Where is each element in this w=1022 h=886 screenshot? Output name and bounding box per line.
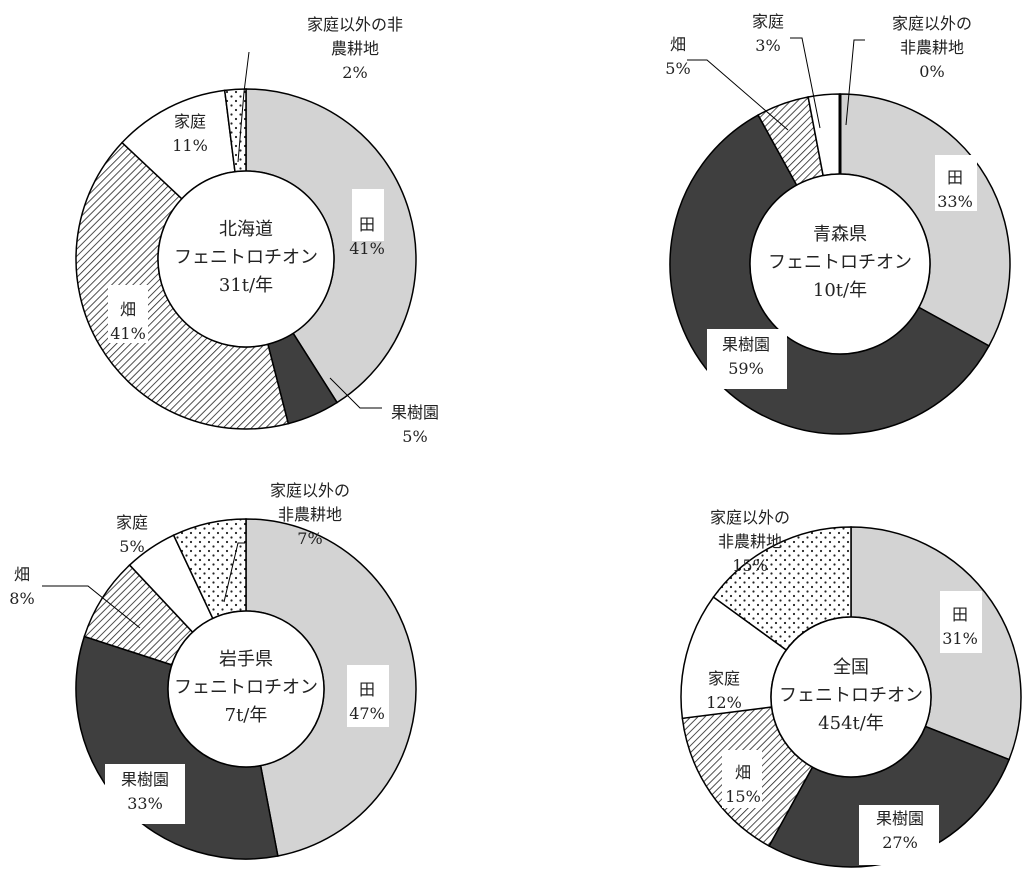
slice-label-line: 2% xyxy=(342,63,367,82)
slice-label-line: 果樹園 xyxy=(391,403,439,422)
slice-label: 畑 8% xyxy=(9,565,34,608)
slice-label-line: 8% xyxy=(9,589,34,608)
slice-label-line: 0% xyxy=(919,62,944,81)
slice-label-line: 家庭以外の非 xyxy=(307,15,403,34)
slice-label: 家庭 3% xyxy=(752,12,784,55)
slice-label-line: 15% xyxy=(732,556,768,575)
slice-label-line: 5% xyxy=(402,427,427,446)
slice-label-line: 59% xyxy=(728,359,764,378)
slice-label-line: 農耕地 xyxy=(331,39,379,58)
slice-label-line: 11% xyxy=(172,136,208,155)
center-label-line: フェニトロチオン xyxy=(174,247,318,268)
slice-label-line: 田 xyxy=(359,680,375,699)
slice-label-line: 12% xyxy=(706,693,742,712)
donut-chart-4: 全国フェニトロチオン 454t/年 田 31% 果樹園 27% 畑 15% 家庭 12% 家庭以外の… xyxy=(681,508,1021,867)
slice-label-line: 家庭 xyxy=(116,513,148,532)
slice-label-line: 非農耕地 xyxy=(900,38,964,57)
slice-label-line: 果樹園 xyxy=(121,770,169,789)
slice-label-line: 41% xyxy=(110,324,146,343)
center-label-line: フェニトロチオン xyxy=(779,685,923,706)
center-label-line: 全国 xyxy=(833,657,869,678)
slice-label-line: 5% xyxy=(119,537,144,556)
slice-label-line: 田 xyxy=(947,168,963,187)
slice-label-line: 5% xyxy=(665,59,690,78)
slice-label-line: 41% xyxy=(349,239,385,258)
charts-layer: 北海道フェニトロチオン 31t/年田 41%果樹園 5%畑 41%家庭 11%家庭以外の非… xyxy=(9,12,1021,867)
slice-label-line: 31% xyxy=(942,629,978,648)
slice-label-line: 家庭 xyxy=(708,669,740,688)
slice-label-line: 3% xyxy=(755,36,780,55)
slice-label-line: 15% xyxy=(725,787,761,806)
slice-label-line: 田 xyxy=(359,215,375,234)
center-label-line: 31t/年 xyxy=(219,275,273,296)
slice-label-line: 畑 xyxy=(120,300,136,319)
donut-chart-3: 岩手県フェニトロチオン 7t/年 田 47% 果樹園 33% 畑 8% 家庭 5% 家庭以外の非農耕… xyxy=(9,481,416,859)
center-label-line: 7t/年 xyxy=(225,705,268,726)
slice-label: 家庭以外の非農耕地 0% xyxy=(892,14,972,81)
slice-label-line: 家庭以外の xyxy=(270,481,350,500)
center-label-line: 岩手県 xyxy=(219,649,273,670)
slice-label-line: 家庭 xyxy=(174,112,206,131)
slice-label-line: 畑 xyxy=(735,763,751,782)
slice-label: 家庭以外の非農耕地 2% xyxy=(307,15,403,82)
slice-label-line: 果樹園 xyxy=(876,809,924,828)
slice-label-line: 非農耕地 xyxy=(278,505,342,524)
slice-label-line: 果樹園 xyxy=(722,335,770,354)
center-label-line: 10t/年 xyxy=(813,280,867,301)
slice-label-line: 家庭以外の xyxy=(892,14,972,33)
slice-label-line: 畑 xyxy=(670,35,686,54)
slice-label-line: 家庭 xyxy=(752,12,784,31)
slice-label: 畑 5% xyxy=(665,35,690,78)
center-label-line: 北海道 xyxy=(219,219,273,240)
center-label-line: フェニトロチオン xyxy=(768,252,912,273)
center-label-line: 青森県 xyxy=(813,224,867,245)
donut-chart-2: 青森県フェニトロチオン 10t/年 田 33% 果樹園 59% 畑 5% 家庭 3% 家庭以外の非農… xyxy=(665,12,1010,434)
slice-label-line: 田 xyxy=(952,605,968,624)
center-label-line: フェニトロチオン xyxy=(174,677,318,698)
donut-chart-1: 北海道フェニトロチオン 31t/年 田 41% 果樹園 5% 畑 41% 家庭 11% 家庭以外の非… xyxy=(76,15,439,446)
slice-label-line: 非農耕地 xyxy=(718,532,782,551)
slice-label-line: 33% xyxy=(937,192,973,211)
slice-label-line: 畑 xyxy=(14,565,30,584)
slice-label-line: 家庭以外の xyxy=(710,508,790,527)
slice-label: 家庭 5% xyxy=(116,513,148,556)
slice-label-line: 27% xyxy=(882,833,918,852)
slice-label-line: 7% xyxy=(297,529,322,548)
slice-label-line: 33% xyxy=(127,794,163,813)
slice-label: 果樹園 5% xyxy=(391,403,439,446)
center-label-line: 454t/年 xyxy=(818,713,884,734)
slice-label-line: 47% xyxy=(349,704,385,723)
